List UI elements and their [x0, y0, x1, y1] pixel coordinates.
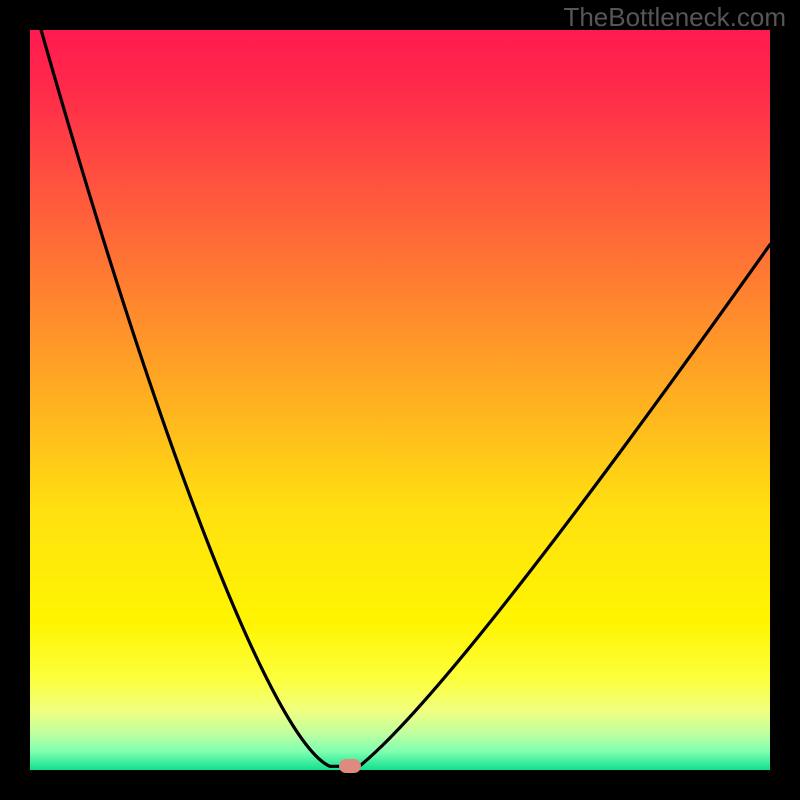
curve-svg	[0, 0, 800, 800]
bottleneck-curve	[41, 30, 770, 766]
watermark-text: TheBottleneck.com	[563, 2, 786, 33]
bottleneck-marker	[339, 759, 361, 773]
chart-frame: TheBottleneck.com	[0, 0, 800, 800]
